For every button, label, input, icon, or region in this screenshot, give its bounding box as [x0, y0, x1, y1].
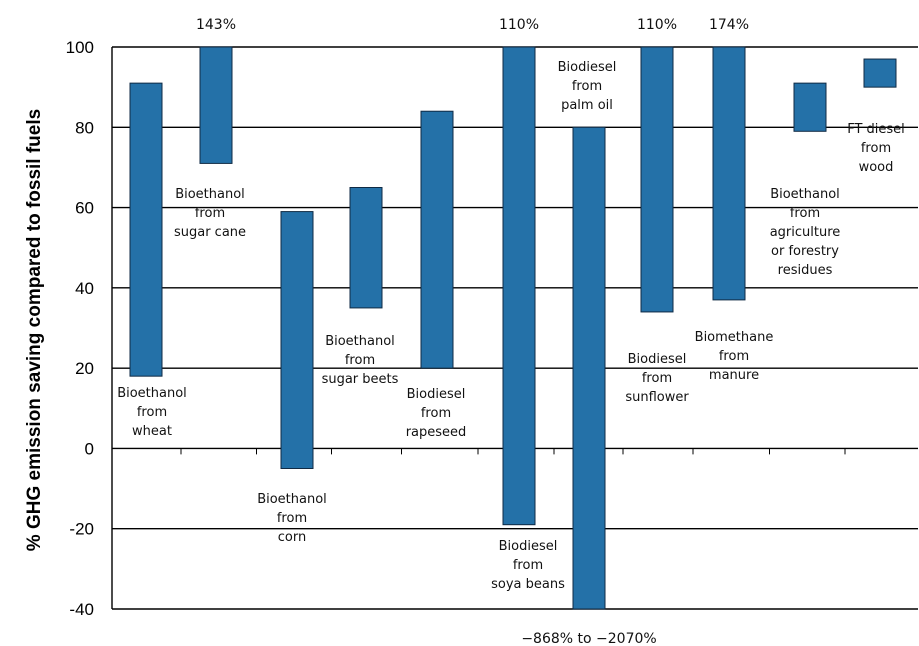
category-label-line: FT diesel	[847, 122, 905, 137]
category-label-line: sunflower	[625, 390, 689, 405]
range-bar	[863, 58, 897, 88]
range-bar	[712, 46, 746, 301]
range-bar	[280, 211, 314, 469]
overflow-top-label: 110%	[499, 17, 539, 33]
range-bar	[199, 46, 233, 164]
range-bar	[572, 126, 606, 610]
category-label-line: Bioethanol	[770, 187, 840, 202]
category-label-line: Bioethanol	[257, 492, 327, 507]
y-tick-label: 80	[75, 118, 94, 137]
category-label: FT diesel from wood	[847, 122, 905, 175]
range-bar	[502, 46, 536, 526]
category-label-line: from	[861, 141, 891, 156]
category-label-line: Biodiesel	[628, 352, 687, 367]
bar-layer	[129, 46, 897, 610]
overflow-top-label: 110%	[637, 17, 677, 33]
range-bar	[129, 82, 163, 377]
category-label-line: Biodiesel	[499, 539, 558, 554]
category-label: Bioethanol from wheat	[117, 386, 187, 439]
overflow-top-label: 174%	[709, 17, 749, 33]
category-label-line: rapeseed	[406, 425, 467, 440]
category-label-line: from	[513, 558, 543, 573]
range-bar	[349, 187, 383, 309]
category-label-line: sugar cane	[174, 225, 246, 240]
category-label-line: manure	[709, 368, 759, 383]
category-label-line: Biodiesel	[407, 387, 466, 402]
category-label: Biodiesel from palm oil	[558, 60, 617, 113]
category-label-line: corn	[278, 530, 306, 545]
y-axis-label: % GHG emission saving compared to fossil…	[24, 109, 45, 551]
category-label-line: wood	[859, 160, 894, 175]
category-label-line: agriculture	[770, 225, 841, 240]
category-label: Bioethanol from agriculture or forestry resi…	[770, 187, 841, 278]
category-label-line: from	[572, 79, 602, 94]
category-label: Bioethanol from corn	[257, 492, 327, 545]
category-label-line: from	[345, 353, 375, 368]
category-label-line: from	[137, 405, 167, 420]
category-label-line: from	[277, 511, 307, 526]
range-bar	[640, 46, 674, 313]
y-tick-label: 20	[75, 359, 94, 378]
category-label-line: from	[719, 349, 749, 364]
category-label: Bioethanol from sugar cane	[174, 187, 246, 240]
category-label-line: Biomethane	[695, 330, 774, 345]
category-label-line: Bioethanol	[175, 187, 245, 202]
y-tick-label: 40	[75, 279, 94, 298]
overflow-bottom-label: −868% to −2070%	[521, 631, 656, 646]
category-label: Biomethane from manure	[695, 330, 774, 383]
category-label-line: or forestry	[771, 244, 839, 259]
y-tick-label: 60	[75, 199, 94, 218]
category-label: Biodiesel from soya beans	[491, 539, 565, 592]
range-bar	[793, 82, 827, 132]
category-label-line: Biodiesel	[558, 60, 617, 75]
category-label-line: Bioethanol	[117, 386, 187, 401]
y-tick-label: -20	[69, 520, 94, 539]
category-label-line: from	[790, 206, 820, 221]
category-label-line: Bioethanol	[325, 334, 395, 349]
category-label: Biodiesel from rapeseed	[406, 387, 467, 440]
category-label-line: residues	[778, 263, 833, 278]
range-bar	[420, 110, 454, 369]
category-label: Biodiesel from sunflower	[625, 352, 689, 405]
category-label-line: from	[195, 206, 225, 221]
category-label-line: soya beans	[491, 577, 565, 592]
category-label-line: from	[642, 371, 672, 386]
category-label-line: from	[421, 406, 451, 421]
y-tick-label: 100	[66, 38, 94, 57]
category-label-line: wheat	[132, 424, 172, 439]
category-label-line: sugar beets	[322, 372, 399, 387]
category-label-line: palm oil	[561, 98, 613, 113]
overflow-top-label: 143%	[196, 17, 236, 33]
y-tick-label: -40	[69, 600, 94, 619]
y-tick-label: 0	[85, 439, 94, 458]
category-label: Bioethanol from sugar beets	[322, 334, 399, 387]
